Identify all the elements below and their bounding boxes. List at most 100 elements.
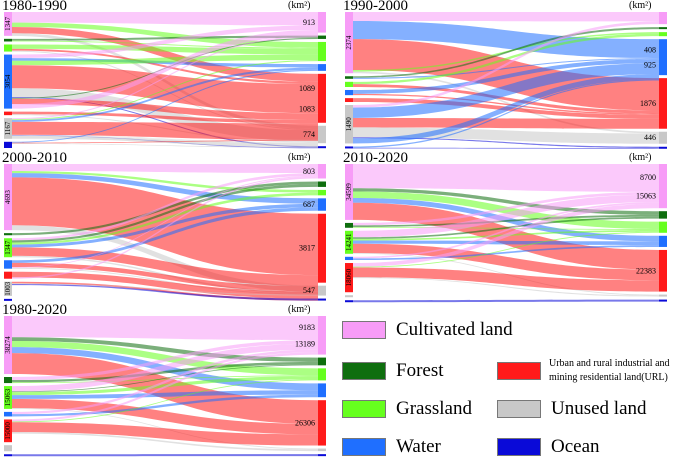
flow-grass-to-url xyxy=(353,84,659,114)
right-node-label-unused: 547 xyxy=(303,286,315,295)
flow-water-to-url xyxy=(12,65,318,114)
right-node-cult xyxy=(318,164,326,179)
left-node-forest xyxy=(4,233,12,236)
flow-unused-to-water xyxy=(353,74,659,144)
left-node-water xyxy=(4,260,12,269)
flow-unused-to-cult xyxy=(12,35,318,120)
sankey-1980-2020-svg: 38274 15063 15000 9183 13189 26306 xyxy=(4,316,326,457)
left-node-cult xyxy=(4,316,12,375)
left-node-water xyxy=(4,54,12,109)
panel-title: 2010-2020 xyxy=(343,150,408,166)
left-node-cult xyxy=(4,164,12,231)
left-node-ocean xyxy=(4,141,12,148)
flow-grass-to-forest xyxy=(353,216,659,239)
legend-label-forest: Forest xyxy=(396,360,444,381)
flow-ocean-to-water xyxy=(353,79,659,148)
flow-forest-to-forest xyxy=(12,35,318,41)
left-node-grass xyxy=(345,81,353,87)
right-node-water xyxy=(318,383,326,398)
right-node-label-cult-1: 8700 xyxy=(640,173,656,182)
flow-url-to-url xyxy=(353,267,659,292)
flow-water-to-ocean xyxy=(12,97,318,148)
sankey-2010-2020-svg: 34599 14241 18060 8700 15063 22383 xyxy=(345,164,667,303)
flow-cult-to-grass xyxy=(12,171,318,193)
left-node-url xyxy=(345,263,353,293)
flow-water-to-water xyxy=(12,207,318,263)
right-node-label-url: 26306 xyxy=(295,418,315,427)
panel-title: 1980-1990 xyxy=(2,0,67,14)
flow-grass-to-grass xyxy=(12,376,318,396)
left-node-url xyxy=(4,271,12,279)
left-node-label-url: 18060 xyxy=(345,268,353,286)
flow-grass-to-water xyxy=(12,203,318,248)
right-node-forest xyxy=(318,357,326,366)
left-node-forest xyxy=(345,76,353,79)
left-node-label-grass: 1347 xyxy=(4,240,12,255)
flow-water-to-unused xyxy=(12,267,318,295)
legend-item-ocean: Ocean xyxy=(497,437,600,456)
unit-label: (km²) xyxy=(288,152,311,163)
flow-cult-to-forest xyxy=(12,337,318,362)
flow-url-to-grass xyxy=(12,379,318,423)
sankey-2000-2010-svg: 4693 1347 1003 803 687 3817 547 xyxy=(4,164,326,301)
legend-swatch-grassland xyxy=(342,399,386,418)
flow-ocean-to-unused xyxy=(12,143,318,148)
left-node-label-cult: 34599 xyxy=(345,183,353,201)
left-node-unused xyxy=(4,281,12,296)
legend-label-url: Urban and rural industrial and mining re… xyxy=(549,357,670,385)
left-node-label-cult: 38274 xyxy=(4,336,12,354)
flows xyxy=(12,164,318,301)
flow-grass-to-cult xyxy=(12,173,318,241)
flow-forest-to-water xyxy=(353,58,659,79)
sankey-1980-1990: 1347 3054 1167 913 1089 1083 774 1980-1990 (km… xyxy=(0,0,334,152)
left-node-ocean xyxy=(345,300,353,303)
legend-swatch-forest xyxy=(342,361,386,380)
left-node-cult xyxy=(4,12,12,36)
left-node-forest xyxy=(4,377,12,384)
flow-cult-to-water xyxy=(12,173,318,204)
flow-forest-to-forest xyxy=(353,214,659,227)
flow-url-to-cult xyxy=(353,203,659,267)
right-node-unused xyxy=(318,125,326,144)
nodes: 2374 1490 408 925 1876 446 xyxy=(345,12,667,149)
right-node-url xyxy=(659,249,667,292)
right-node-grass xyxy=(659,221,667,233)
sankey-1980-1990-svg: 1347 3054 1167 913 1089 1083 774 xyxy=(4,12,326,149)
flow-cult-to-cult xyxy=(12,316,318,341)
flow-unused-to-unused xyxy=(12,283,318,296)
flow-water-to-cult xyxy=(353,202,659,259)
right-node-label-url: 22383 xyxy=(636,266,656,275)
right-node-cult xyxy=(659,12,667,25)
flow-ocean-to-ocean xyxy=(353,147,659,149)
flow-water-to-water xyxy=(353,59,659,94)
flow-cult-to-grass xyxy=(12,341,318,376)
right-node-grass xyxy=(318,189,326,196)
flow-forest-to-grass xyxy=(12,40,318,49)
left-node-water xyxy=(4,411,12,417)
flow-grass-to-forest xyxy=(12,364,318,393)
flow-grass-to-grass xyxy=(12,44,318,55)
flow-unused-to-water xyxy=(353,63,659,118)
right-node-cult xyxy=(318,316,326,355)
legend-label-ocean: Ocean xyxy=(551,436,600,457)
legend-label-url-line2: mining residential land(URL) xyxy=(549,372,668,383)
flow-cult-to-cult xyxy=(353,164,659,192)
unit-label: (km²) xyxy=(629,0,652,11)
right-node-label-cult: 913 xyxy=(303,18,315,27)
left-node-label-grass: 15063 xyxy=(4,388,12,406)
right-node-water xyxy=(318,64,326,71)
legend-item-url: Urban and rural industrial and mining re… xyxy=(497,357,670,385)
left-node-label-url: 15000 xyxy=(4,422,12,440)
left-node-label-unused: 1003 xyxy=(4,281,12,296)
sankey-2010-2020: 34599 14241 18060 8700 15063 22383 2010-2020 … xyxy=(341,150,675,304)
left-node-water xyxy=(345,89,353,96)
left-node-grass xyxy=(345,230,353,254)
left-node-ocean xyxy=(4,454,12,457)
flow-cult-to-url xyxy=(12,353,318,424)
right-node-label-water-1: 408 xyxy=(644,45,656,54)
left-node-water xyxy=(345,256,353,261)
right-node-label-cult-2: 13189 xyxy=(295,339,315,348)
right-node-url xyxy=(659,78,667,129)
sankey-2000-2010: 4693 1347 1003 803 687 3817 547 2000-2010 (km²… xyxy=(0,150,334,304)
left-node-label-cult: 4693 xyxy=(4,190,12,205)
